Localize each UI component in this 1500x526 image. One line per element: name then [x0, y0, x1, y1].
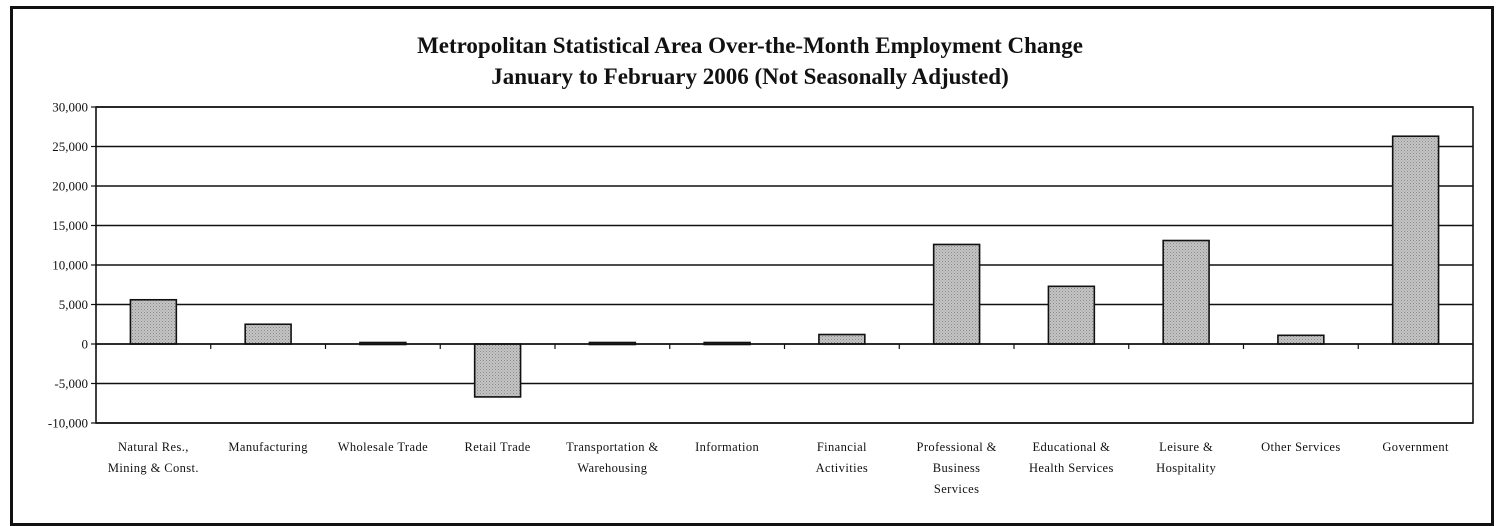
bar	[473, 343, 522, 398]
x-tick-label: Hospitality	[1156, 461, 1216, 475]
x-tick-label: Financial	[817, 440, 867, 454]
bar	[1047, 285, 1096, 345]
chart-title-block: Metropolitan Statistical Area Over-the-M…	[0, 30, 1500, 92]
x-tick-label: Government	[1382, 440, 1449, 454]
x-tick-label: Retail Trade	[464, 440, 530, 454]
bars	[129, 135, 1440, 398]
y-tick-label: 15,000	[52, 218, 88, 233]
gridlines	[96, 106, 1473, 424]
y-tick-label: 5,000	[59, 297, 88, 312]
x-tick-label: Educational &	[1033, 440, 1111, 454]
x-tick-label: Wholesale Trade	[338, 440, 428, 454]
x-tick-label: Activities	[816, 461, 869, 475]
x-tick-label: Warehousing	[577, 461, 647, 475]
x-tick-label: Information	[695, 440, 759, 454]
axes	[91, 106, 1474, 424]
x-tick-label: Business	[933, 461, 981, 475]
bar	[1391, 135, 1440, 345]
chart-subtitle: January to February 2006 (Not Seasonally…	[491, 64, 1009, 89]
bar	[1162, 239, 1210, 345]
chart-title: Metropolitan Statistical Area Over-the-M…	[417, 33, 1083, 58]
x-tick-label: Other Services	[1261, 440, 1341, 454]
bar	[1277, 334, 1325, 345]
x-tick-label: Manufacturing	[228, 440, 308, 454]
y-tick-label: 25,000	[52, 139, 88, 154]
y-tick-label: 20,000	[52, 179, 88, 194]
x-tick-label: Services	[934, 482, 980, 496]
bar-chart: 30,000 25,000 20,000 15,000 10,000 5,000 0 -5,0…	[48, 100, 1474, 496]
x-tick-labels: Natural Res., Mining & Const. Manufacturin…	[108, 440, 1449, 496]
x-tick-label: Mining & Const.	[108, 461, 199, 475]
y-tick-label: -5,000	[54, 376, 88, 391]
x-tick-label: Professional &	[917, 440, 997, 454]
x-tick-label: Leisure &	[1159, 440, 1213, 454]
y-tick-label: -10,000	[48, 416, 88, 431]
bar	[244, 323, 292, 345]
x-tick-label: Transportation &	[566, 440, 658, 454]
chart-frame	[10, 6, 1494, 526]
x-tick-label: Natural Res.,	[118, 440, 189, 454]
x-tick-label: Health Services	[1029, 461, 1114, 475]
y-tick-label: 30,000	[52, 100, 88, 115]
bar	[818, 333, 866, 345]
plot-area-border	[95, 106, 1474, 424]
y-tick-labels: 30,000 25,000 20,000 15,000 10,000 5,000 0 -5,0…	[48, 100, 88, 431]
y-tick-label: 10,000	[52, 258, 88, 273]
bar	[129, 298, 178, 345]
y-tick-label: 0	[82, 337, 89, 352]
bar	[932, 243, 981, 345]
